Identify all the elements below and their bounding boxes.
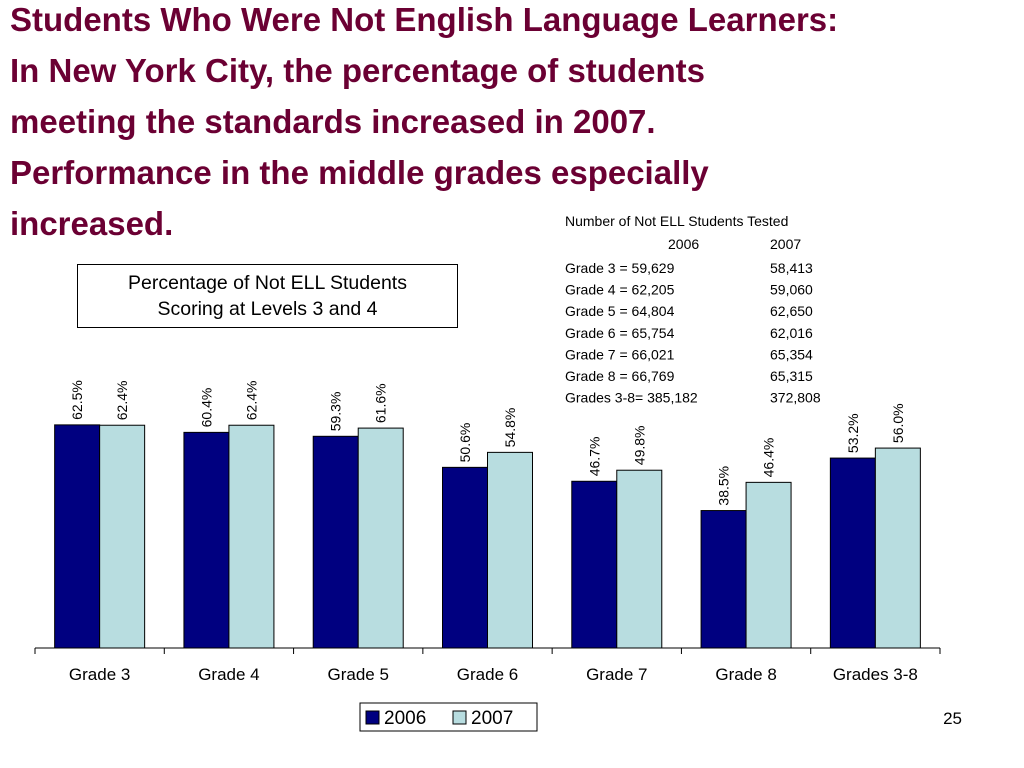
table-cell: 372,808 <box>770 390 821 406</box>
table-header: 2007 <box>770 236 801 252</box>
bar <box>745 481 792 649</box>
table-cell: Grades 3-8= 385,182 <box>565 390 698 406</box>
x-tick-label: Grade 5 <box>327 665 388 684</box>
legend-label: 2006 <box>384 708 426 729</box>
bar <box>99 424 146 649</box>
legend-swatch <box>452 710 467 725</box>
headline-line: Performance in the middle grades especia… <box>10 154 709 191</box>
value-label: 62.4% <box>243 381 259 421</box>
table-cell: 62,650 <box>770 303 813 319</box>
table-cell: 62,016 <box>770 325 813 341</box>
value-label: 62.4% <box>114 381 130 421</box>
headline: Students Who Were Not English Language L… <box>10 0 1020 249</box>
value-label: 61.6% <box>373 383 389 423</box>
table-cell: Grade 6 = 65,754 <box>565 325 675 341</box>
legend-box <box>359 702 538 732</box>
bar <box>442 466 488 649</box>
page-number: 25 <box>943 709 962 728</box>
table-cell: 65,315 <box>770 368 813 384</box>
x-tick-label: Grade 3 <box>69 665 130 684</box>
bar <box>312 435 359 649</box>
chart-subtitle: Percentage of Not ELL Students Scoring a… <box>128 272 407 320</box>
legend-swatch <box>365 710 380 725</box>
table-cell: Grade 3 = 59,629 <box>565 260 675 276</box>
value-label: 46.7% <box>586 437 602 477</box>
bar <box>874 447 921 649</box>
bar <box>700 510 747 649</box>
bar <box>616 469 663 649</box>
x-tick-label: Grade 8 <box>715 665 776 684</box>
bar <box>357 427 404 649</box>
headline-line: increased. <box>10 205 174 242</box>
value-label: 62.5% <box>69 380 85 420</box>
bar <box>571 480 618 649</box>
table-cell: Grade 7 = 66,021 <box>565 346 675 362</box>
table-header: 2006 <box>668 236 699 252</box>
value-label: 49.8% <box>631 426 647 466</box>
table-cell: Grade 4 = 62,205 <box>565 282 675 298</box>
value-label: 46.4% <box>761 438 777 478</box>
x-tick-label: Grades 3-8 <box>833 665 918 684</box>
value-label: 53.2% <box>845 413 861 453</box>
x-tick-label: Grade 4 <box>198 665 259 684</box>
table-cell: 58,413 <box>770 260 813 276</box>
headline-line: In New York City, the percentage of stud… <box>10 52 705 89</box>
headline-line: Students Who Were Not English Language L… <box>10 1 839 38</box>
table-title: Number of Not ELL Students Tested <box>565 213 788 229</box>
value-label: 59.3% <box>328 392 344 432</box>
bar <box>54 424 101 649</box>
legend-label: 2007 <box>471 708 513 729</box>
bar <box>487 451 533 649</box>
x-tick-label: Grade 7 <box>586 665 647 684</box>
value-label: 60.4% <box>198 388 214 428</box>
bar <box>183 431 230 649</box>
value-label: 50.6% <box>457 423 473 463</box>
headline-line: meeting the standards increased in 2007. <box>10 103 656 140</box>
bar <box>829 457 876 649</box>
table-cell: 65,354 <box>770 346 813 362</box>
value-label: 38.5% <box>716 466 732 506</box>
bar <box>228 424 275 649</box>
value-label: 56.0% <box>890 403 906 443</box>
value-label: 54.8% <box>502 408 518 448</box>
table-cell: Grade 5 = 64,804 <box>565 303 675 319</box>
x-tick-label: Grade 6 <box>457 665 518 684</box>
table-cell: 59,060 <box>770 282 813 298</box>
table-cell: Grade 8 = 66,769 <box>565 368 675 384</box>
subtitle-box: Percentage of Not ELL Students Scoring a… <box>77 264 458 328</box>
